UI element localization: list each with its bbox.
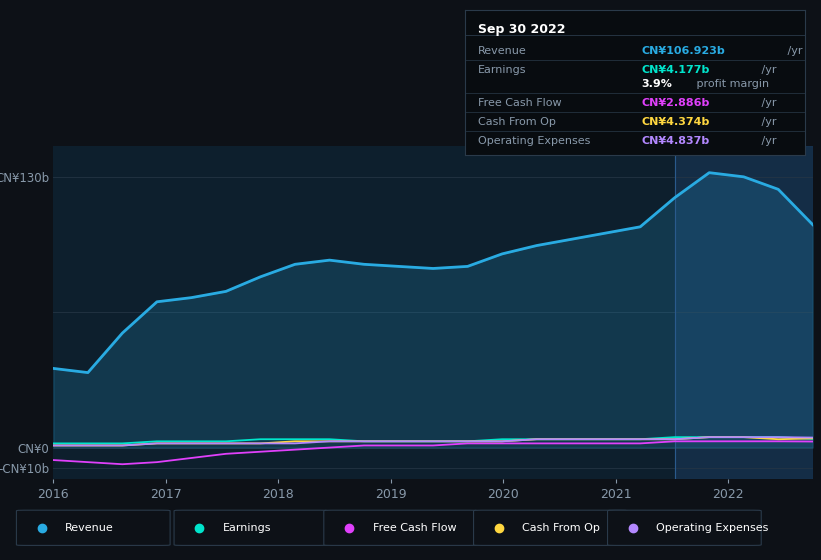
Text: Earnings: Earnings	[223, 523, 272, 533]
Text: Free Cash Flow: Free Cash Flow	[479, 98, 562, 108]
Text: Revenue: Revenue	[66, 523, 114, 533]
Text: CN¥106.923b: CN¥106.923b	[641, 46, 725, 55]
Text: Earnings: Earnings	[479, 64, 527, 74]
Text: Operating Expenses: Operating Expenses	[479, 136, 590, 146]
Text: CN¥4.177b: CN¥4.177b	[641, 64, 710, 74]
Text: CN¥4.374b: CN¥4.374b	[641, 117, 710, 127]
Text: /yr: /yr	[758, 117, 776, 127]
Text: /yr: /yr	[758, 98, 776, 108]
FancyBboxPatch shape	[474, 510, 627, 545]
Text: profit margin: profit margin	[693, 79, 769, 89]
Text: CN¥2.886b: CN¥2.886b	[641, 98, 710, 108]
Bar	[675, 146, 813, 479]
Text: /yr: /yr	[783, 46, 802, 55]
Text: Sep 30 2022: Sep 30 2022	[479, 23, 566, 36]
Text: Operating Expenses: Operating Expenses	[657, 523, 768, 533]
Text: /yr: /yr	[758, 64, 776, 74]
FancyBboxPatch shape	[16, 510, 170, 545]
Text: CN¥4.837b: CN¥4.837b	[641, 136, 709, 146]
Text: /yr: /yr	[758, 136, 776, 146]
FancyBboxPatch shape	[174, 510, 328, 545]
FancyBboxPatch shape	[608, 510, 761, 545]
Text: 3.9%: 3.9%	[641, 79, 672, 89]
Text: Revenue: Revenue	[479, 46, 527, 55]
FancyBboxPatch shape	[323, 510, 478, 545]
Text: Cash From Op: Cash From Op	[479, 117, 556, 127]
Text: Free Cash Flow: Free Cash Flow	[373, 523, 456, 533]
Text: Cash From Op: Cash From Op	[522, 523, 600, 533]
